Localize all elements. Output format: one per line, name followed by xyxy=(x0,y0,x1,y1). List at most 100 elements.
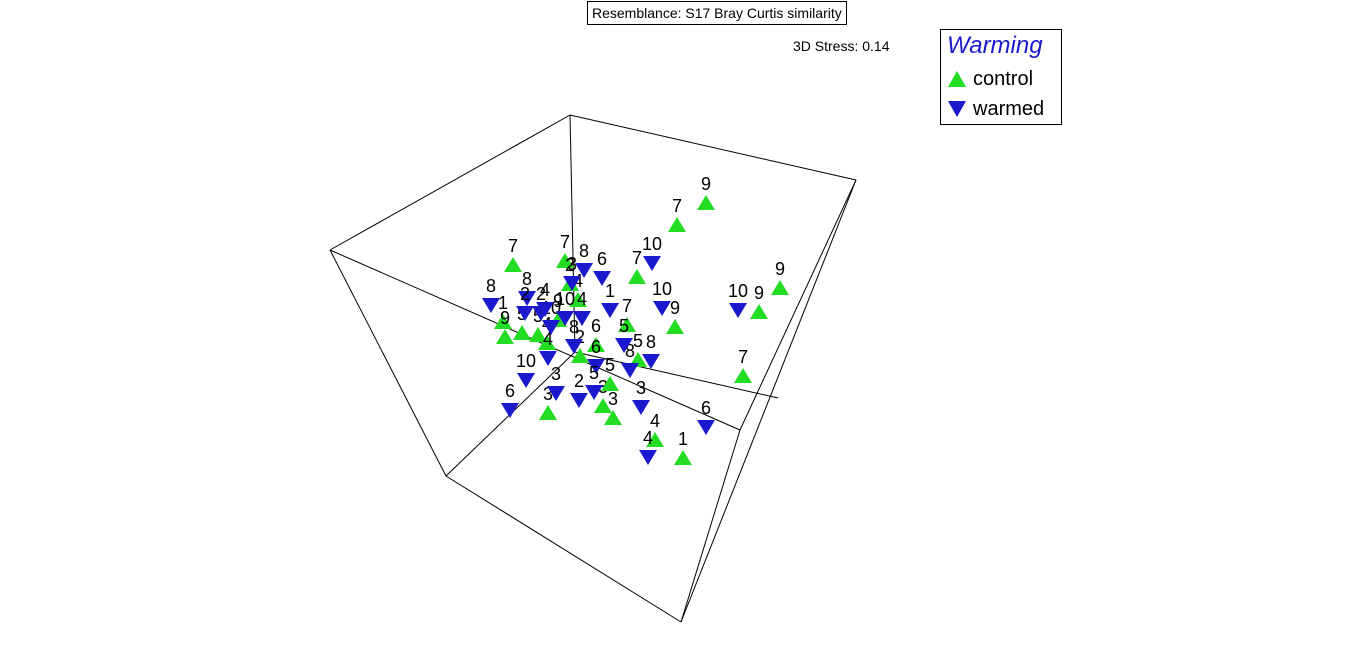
point-label: 7 xyxy=(672,196,682,216)
control-point xyxy=(529,327,547,342)
point-label: 1 xyxy=(605,281,615,301)
control-point xyxy=(569,292,587,307)
control-point xyxy=(697,195,715,210)
data-marks: 9799714977533532677219554941010106438851… xyxy=(482,174,789,465)
warmed-point xyxy=(575,263,593,278)
warmed-point xyxy=(615,338,633,353)
control-point xyxy=(750,304,768,319)
control-point xyxy=(571,348,589,363)
warmed-point xyxy=(632,400,650,415)
control-point xyxy=(539,405,557,420)
point-label: 9 xyxy=(500,308,510,328)
point-label: 10 xyxy=(642,234,662,254)
control-point xyxy=(556,253,574,268)
legend-title: Warming xyxy=(947,32,1043,59)
warmed-point xyxy=(518,291,536,306)
point-label: 7 xyxy=(632,248,642,268)
point-label: 2 xyxy=(520,284,530,304)
point-label: 9 xyxy=(553,291,563,311)
point-label: 6 xyxy=(701,398,711,418)
legend-item-control: control xyxy=(947,66,1033,92)
point-label: 3 xyxy=(551,364,561,384)
point-label: 3 xyxy=(598,377,608,397)
point-label: 9 xyxy=(775,259,785,279)
warmed-point xyxy=(501,403,519,418)
point-label: 6 xyxy=(505,381,515,401)
warmed-point xyxy=(587,359,605,374)
point-label: 8 xyxy=(522,269,532,289)
point-label: 2 xyxy=(574,371,584,391)
warmed-point xyxy=(601,303,619,318)
box-edge xyxy=(329,114,571,251)
warmed-point xyxy=(516,306,534,321)
triangle-down-icon xyxy=(948,101,966,117)
point-label: 7 xyxy=(622,296,632,316)
point-label: 10 xyxy=(728,281,748,301)
point-label: 2 xyxy=(575,327,585,347)
warmed-point xyxy=(585,385,603,400)
point-label: 10 xyxy=(516,351,536,371)
point-label: 4 xyxy=(643,428,653,448)
point-label: 1 xyxy=(498,293,508,313)
point-label: 3 xyxy=(636,378,646,398)
point-label: 7 xyxy=(738,347,748,367)
warmed-point xyxy=(729,303,747,318)
box-edge xyxy=(680,429,741,623)
point-label: 8 xyxy=(486,276,496,296)
point-label: 4 xyxy=(577,289,587,309)
point-label: 3 xyxy=(608,389,618,409)
point-label: 10 xyxy=(652,279,672,299)
control-point xyxy=(628,269,646,284)
warmed-point xyxy=(547,386,565,401)
warmed-point xyxy=(542,320,560,335)
point-label: 2 xyxy=(536,284,546,304)
warmed-point xyxy=(570,393,588,408)
warmed-point xyxy=(517,373,535,388)
warmed-point xyxy=(643,256,661,271)
warmed-point xyxy=(653,301,671,316)
warmed-point xyxy=(642,354,660,369)
point-label: 7 xyxy=(560,232,570,252)
control-point xyxy=(504,257,522,272)
warmed-point xyxy=(565,339,583,354)
point-label: 2 xyxy=(565,255,575,275)
control-point xyxy=(601,376,619,391)
control-point xyxy=(646,432,664,447)
point-label: 6 xyxy=(597,249,607,269)
legend-label-warmed: warmed xyxy=(973,97,1045,120)
chart-title: Resemblance: S17 Bray Curtis similarity xyxy=(587,1,847,25)
point-label: 5 xyxy=(633,331,643,351)
point-label: 6 xyxy=(591,316,601,336)
point-label: 8 xyxy=(579,241,589,261)
point-label: 5 xyxy=(589,363,599,383)
warmed-point xyxy=(539,351,557,366)
warmed-point xyxy=(563,276,581,291)
point-label: 9 xyxy=(754,283,764,303)
control-point xyxy=(594,398,612,413)
warmed-point xyxy=(621,363,639,378)
point-label: 10 xyxy=(555,289,575,309)
box-edge xyxy=(680,179,857,623)
point-label: 8 xyxy=(569,317,579,337)
legend-item-warmed: warmed xyxy=(947,96,1044,122)
legend-label-control: control xyxy=(973,67,1034,90)
point-label: 5 xyxy=(619,316,629,336)
legend: Warming control warmed xyxy=(940,29,1062,125)
warmed-point xyxy=(697,420,715,435)
control-point xyxy=(734,368,752,383)
control-point xyxy=(618,317,636,332)
control-point xyxy=(494,314,512,329)
point-label: 4 xyxy=(650,411,660,431)
box-edge xyxy=(739,179,857,431)
warmed-point xyxy=(556,311,574,326)
point-label: 8 xyxy=(646,332,656,352)
triangle-up-icon xyxy=(948,71,966,87)
stress-label: 3D Stress: 0.14 xyxy=(793,38,890,54)
point-label: 6 xyxy=(591,337,601,357)
point-label: 5 xyxy=(605,355,615,375)
box-edge xyxy=(329,249,447,477)
control-point xyxy=(513,325,531,340)
control-point xyxy=(587,337,605,352)
point-label: 3 xyxy=(567,254,577,274)
